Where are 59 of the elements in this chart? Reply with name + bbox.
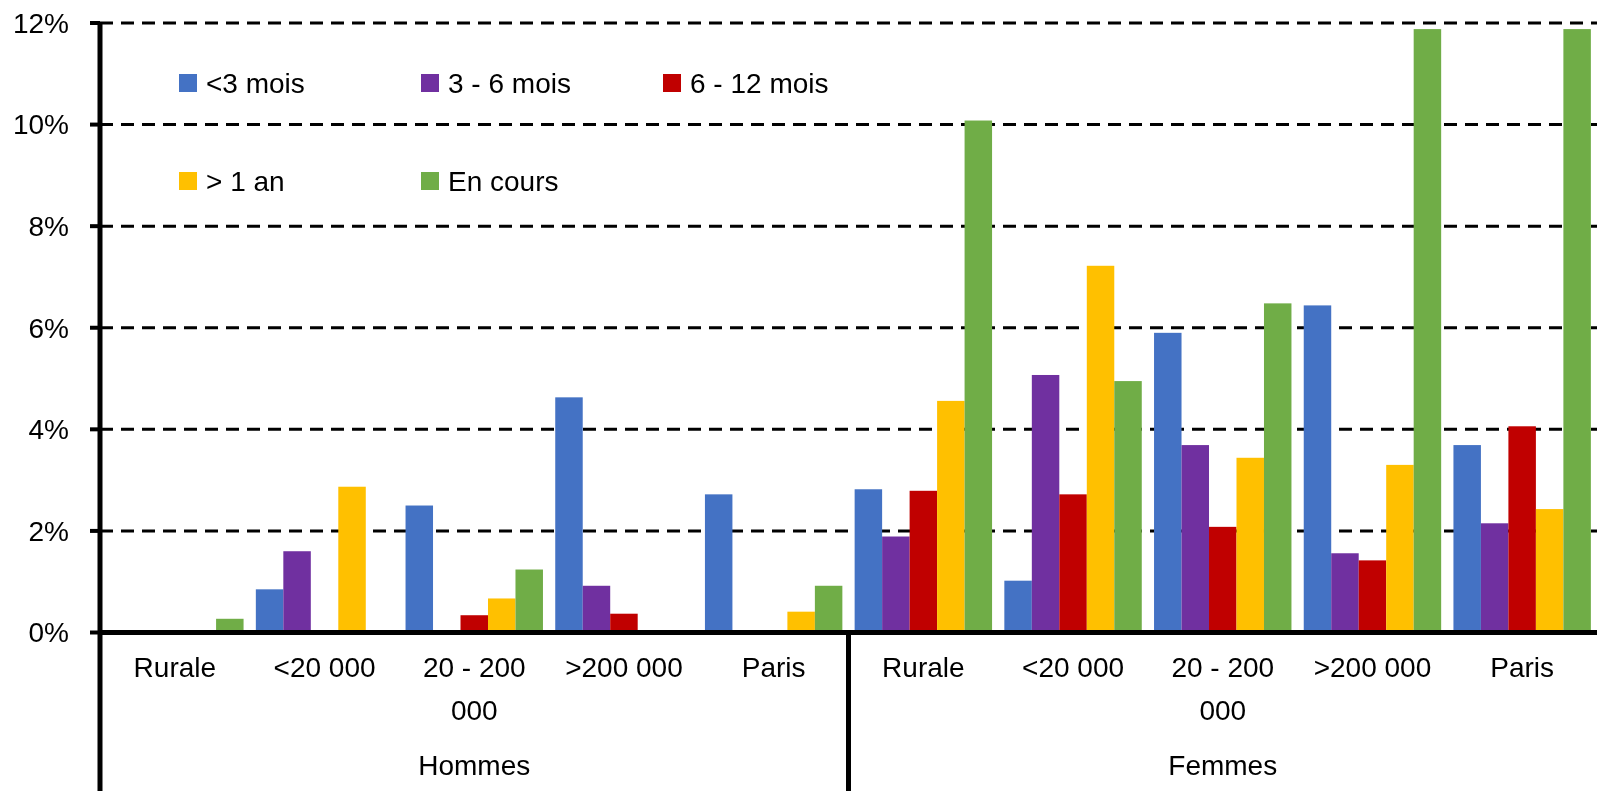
x-tick-label: <20 000 (1022, 651, 1125, 683)
x-tick-label: 20 - 200 000 (1171, 651, 1275, 726)
bar (1303, 305, 1332, 633)
legend-label: 6 - 12 mois (690, 67, 829, 99)
bar (1331, 553, 1359, 633)
bar (255, 589, 284, 633)
bar (854, 489, 883, 633)
bar (1154, 332, 1182, 633)
x-tick-label: Rurale (133, 651, 217, 683)
legend-label: En cours (448, 165, 559, 197)
bar (1031, 374, 1060, 633)
bar (1480, 523, 1509, 633)
bar (704, 494, 733, 633)
x-tick-label: Rurale (882, 651, 965, 683)
x-tick-label: Paris (741, 651, 806, 683)
bar (1086, 265, 1115, 633)
y-tick-label: 0% (28, 617, 69, 649)
x-tick-label: Paris (1490, 651, 1555, 683)
text: Femmes (1168, 750, 1278, 781)
y-tick-label: 4% (28, 414, 69, 446)
bar (1059, 494, 1087, 633)
y-tick-label: 8% (28, 210, 69, 242)
bar (1181, 445, 1209, 633)
x-tick-label: >200 000 (565, 651, 683, 683)
bar (283, 551, 311, 633)
bar (964, 120, 993, 633)
bar (338, 486, 366, 633)
bar (882, 536, 910, 633)
bar (1263, 303, 1292, 633)
bar (1209, 526, 1237, 633)
legend-label: > 1 an (206, 165, 285, 197)
bar (487, 598, 516, 633)
bar (1535, 509, 1564, 633)
x-tick-label: >200 000 (1313, 651, 1432, 683)
bar (1358, 560, 1387, 633)
legend-label: 3 - 6 mois (448, 67, 571, 99)
bar (1453, 445, 1481, 633)
bar (909, 490, 938, 633)
bar (1114, 381, 1142, 633)
bar (1563, 29, 1591, 633)
legend-label: <3 mois (206, 67, 305, 99)
bar (814, 585, 843, 633)
bar (1413, 29, 1442, 633)
x-tick-label: 20 - 200 000 (422, 651, 526, 726)
y-tick-label: 12% (12, 7, 69, 39)
bar (555, 397, 583, 633)
bar (1386, 464, 1414, 633)
bar (937, 400, 965, 633)
bar (1004, 580, 1032, 633)
y-tick-label: 2% (28, 515, 69, 547)
bar (1508, 426, 1536, 633)
bar (1236, 457, 1264, 633)
y-tick-label: 10% (12, 109, 69, 141)
text: Hommes (418, 750, 531, 781)
bar (405, 505, 434, 633)
bar (582, 585, 611, 633)
bar (515, 569, 543, 633)
y-tick-label: 6% (28, 312, 69, 344)
x-tick-label: <20 000 (273, 651, 376, 683)
